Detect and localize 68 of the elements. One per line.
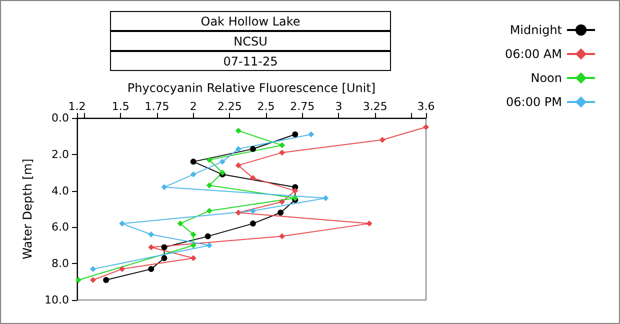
point xyxy=(177,220,184,227)
point xyxy=(235,210,242,216)
point xyxy=(204,233,211,240)
point xyxy=(206,182,212,188)
point xyxy=(161,244,168,250)
point xyxy=(190,158,196,165)
point xyxy=(119,220,126,227)
y-tick-label: 4.0 xyxy=(52,184,69,198)
point xyxy=(119,266,126,272)
point xyxy=(250,208,256,214)
point xyxy=(103,276,110,283)
point xyxy=(190,231,196,238)
point xyxy=(206,242,212,248)
x-tick-label: 1.75 xyxy=(144,100,170,113)
point xyxy=(250,220,256,227)
x-tick-label: 2 xyxy=(190,100,197,113)
y-tick-label: 2.0 xyxy=(52,148,69,161)
point xyxy=(190,255,196,262)
point xyxy=(235,146,242,152)
point xyxy=(322,195,329,202)
point xyxy=(235,128,242,134)
x-tick-label: 3 xyxy=(335,100,342,113)
point xyxy=(75,276,82,283)
point xyxy=(90,276,96,283)
point xyxy=(308,131,314,138)
point xyxy=(292,188,298,194)
point xyxy=(279,233,286,240)
y-tick-label: 8.0 xyxy=(52,257,69,270)
chart-title: Oak Hollow Lake xyxy=(200,14,300,28)
legend-label: Midnight xyxy=(510,23,562,37)
point xyxy=(90,266,96,272)
legend-label: 06:00 PM xyxy=(506,95,562,109)
point xyxy=(366,220,372,227)
x-tick-label: 1.5 xyxy=(112,100,130,113)
point xyxy=(278,210,284,216)
legend-label: 06:00 AM xyxy=(505,47,562,61)
point xyxy=(250,146,256,152)
x-tick-label: 1.2 xyxy=(68,100,86,113)
point xyxy=(279,150,286,156)
x-tick-label: 2.75 xyxy=(290,100,315,113)
point xyxy=(190,171,196,178)
y-tick-label: 0.0 xyxy=(52,112,69,124)
x-tick-label: 2.5 xyxy=(257,100,275,113)
text: 07-11-25 xyxy=(223,54,278,68)
point xyxy=(161,184,168,190)
point xyxy=(292,131,298,138)
point xyxy=(206,156,212,163)
point xyxy=(250,175,256,182)
point xyxy=(148,266,154,272)
x-tick-label: 2.25 xyxy=(217,100,242,113)
x-tick-label: 3.25 xyxy=(362,100,388,113)
legend-label: Noon xyxy=(530,71,562,85)
y-tick-label: 10.0 xyxy=(44,294,69,306)
point xyxy=(423,124,429,130)
point xyxy=(161,255,168,262)
point xyxy=(148,231,154,238)
point xyxy=(219,158,226,165)
point xyxy=(379,136,386,143)
y-axis-title: Water Depth [m] xyxy=(20,158,35,260)
point xyxy=(279,142,286,148)
point xyxy=(279,198,286,205)
y-tick-label: 6.0 xyxy=(52,220,69,234)
chart-subtitle: NCSU xyxy=(234,34,268,48)
x-tick-label: 3.6 xyxy=(417,100,435,113)
point xyxy=(206,208,212,214)
x-axis-title: Phycocyanin Relative Fluorescence [Unit] xyxy=(127,81,376,95)
point xyxy=(235,162,242,168)
point xyxy=(190,242,196,248)
